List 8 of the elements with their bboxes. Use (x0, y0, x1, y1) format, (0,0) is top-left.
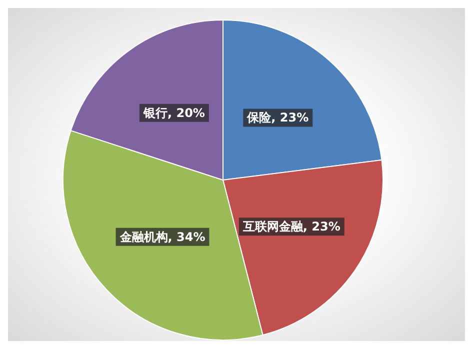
data-label: , 23% (302, 220, 340, 234)
slice-label: 金融机构 (118, 230, 168, 244)
slice-label: 保险 (246, 110, 272, 125)
data-label: , 23% (271, 110, 309, 125)
slice-label: 银行 (142, 106, 168, 120)
slice-label: 互联网金融 (242, 220, 304, 234)
data-label: , 34% (168, 230, 206, 244)
data-label: , 20% (167, 106, 205, 120)
